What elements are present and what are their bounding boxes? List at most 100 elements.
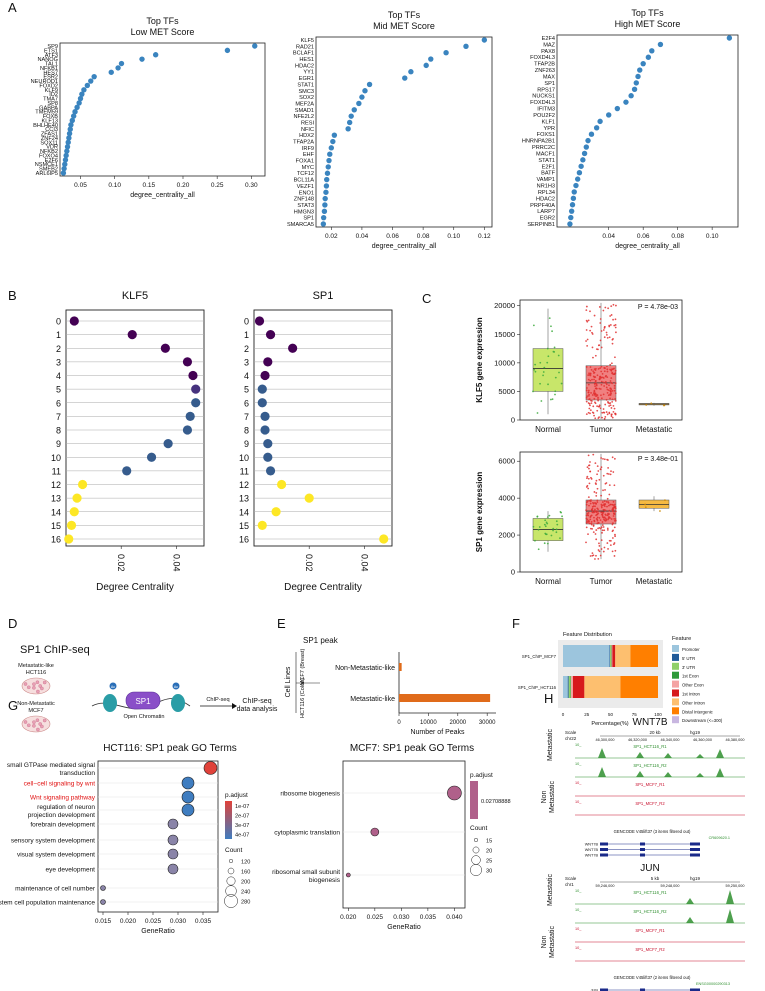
x-tick-label: 0.025	[367, 914, 384, 921]
legend-label: 1st Intron	[682, 692, 701, 697]
track-label: SP1_MCF7_R2	[635, 801, 665, 806]
data-point	[612, 303, 615, 306]
data-point	[544, 532, 547, 535]
legend-title: p.adjust	[470, 772, 493, 779]
y-tick-label: 14	[51, 507, 61, 517]
y-tick-label: EGR1	[299, 76, 314, 82]
x-tick-label: 50	[608, 712, 614, 717]
y-tick-label: 0	[511, 416, 515, 425]
y-tick-label: IRF9	[302, 146, 314, 152]
data-point	[610, 518, 613, 520]
x-axis-label: degree_centrality_all	[372, 243, 437, 250]
y-tick-label: E2F6	[45, 158, 58, 164]
y-tick-label: SMEB2	[39, 167, 58, 173]
data-point	[593, 378, 595, 381]
y-tick-label: EHF	[303, 152, 315, 158]
y-tick-label: 11	[240, 466, 249, 476]
browser-label: hg19	[690, 876, 701, 881]
data-point	[587, 374, 590, 376]
data-point	[555, 520, 558, 523]
cell-icon	[36, 689, 40, 694]
data-point	[546, 516, 549, 519]
data-point	[612, 522, 614, 525]
data-point	[611, 342, 614, 345]
panel-label-D: D	[8, 616, 17, 631]
data-point	[602, 550, 605, 553]
legend-title: Feature	[672, 636, 691, 642]
track-signal	[575, 748, 745, 758]
legend-tick: 20	[486, 849, 492, 855]
data-point	[595, 554, 597, 557]
data-point	[585, 486, 588, 488]
data-point	[611, 371, 614, 374]
data-point	[592, 356, 594, 359]
data-point	[586, 466, 589, 469]
data-point	[594, 385, 596, 388]
data-point	[593, 511, 596, 514]
data-point	[76, 100, 82, 106]
data-point	[609, 404, 612, 407]
data-point	[614, 324, 617, 326]
y-tick-label: FOXD2	[39, 83, 58, 89]
y-tick-label: 12	[51, 480, 61, 490]
data-point	[548, 317, 551, 320]
data-point	[62, 161, 68, 167]
y-tick-label: VDR	[46, 145, 58, 151]
data-point	[589, 502, 592, 505]
data-point	[603, 370, 606, 373]
y-tick-label: ARL6IP5	[36, 171, 58, 177]
size-legend-circle	[227, 867, 235, 875]
data-point	[592, 372, 595, 374]
data-point	[609, 503, 612, 506]
data-point	[66, 130, 73, 137]
data-point	[588, 504, 590, 507]
data-point	[322, 195, 328, 202]
x-axis-label: Percentage(%)	[591, 721, 628, 727]
data-point	[593, 520, 596, 523]
data-point	[594, 533, 597, 535]
acetyl-label: Ac	[111, 685, 115, 689]
sp1-protein-icon	[125, 691, 161, 710]
data-point	[613, 484, 616, 487]
data-point	[596, 394, 599, 396]
data-point	[362, 88, 368, 94]
data-point	[61, 165, 67, 172]
data-point	[604, 416, 607, 418]
data-point	[594, 395, 597, 397]
cell-icon	[32, 682, 36, 686]
y-tick-label: SP8	[47, 101, 58, 107]
data-point	[602, 489, 604, 492]
data-point	[323, 189, 329, 195]
y-tick-label: 16	[239, 535, 249, 545]
data-point	[64, 144, 71, 150]
y-tick-label: 3	[56, 357, 61, 367]
data-point	[481, 37, 488, 43]
y-tick-label: HDAC2	[295, 63, 314, 69]
data-point	[596, 499, 599, 502]
data-point	[257, 398, 267, 408]
x-tick-label: 0.035	[420, 914, 437, 921]
panel-title: SP1 ChIP-seq	[20, 644, 90, 656]
data-point	[160, 343, 170, 353]
y-tick-label: KLF13	[42, 118, 58, 124]
legend-tick: 2e-07	[235, 814, 249, 820]
data-point	[597, 527, 599, 530]
data-point	[77, 95, 84, 102]
data-point	[552, 350, 555, 353]
y-tick-label: PRPF40A	[530, 203, 555, 209]
size-legend-circle	[472, 846, 480, 854]
legend-swatch	[672, 645, 679, 652]
data-point	[554, 390, 557, 393]
data-point	[67, 126, 73, 132]
data-point	[359, 94, 365, 100]
data-point	[600, 380, 603, 383]
data-point	[613, 503, 616, 506]
y-tick-label: 4000	[498, 494, 515, 503]
group-label: Non	[541, 790, 548, 803]
data-point	[595, 494, 598, 497]
bar-segment	[620, 676, 658, 698]
x-axis-label: GeneRatio	[387, 924, 421, 931]
data-point	[586, 395, 589, 397]
data-point	[597, 399, 600, 402]
data-point	[593, 393, 596, 395]
